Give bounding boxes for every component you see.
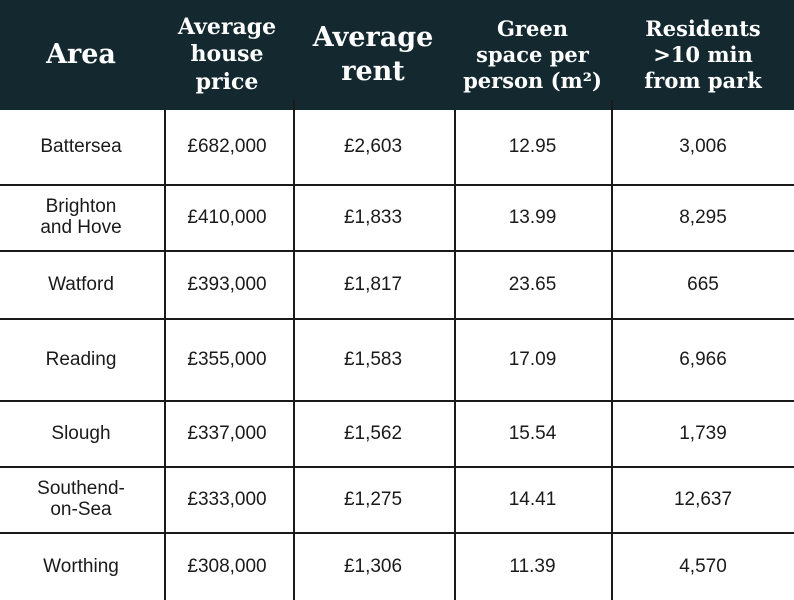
cell-green-space: 17.09	[508, 348, 557, 370]
cell-rent: £1,562	[343, 422, 403, 444]
cell-rent: £1,275	[343, 488, 403, 510]
table-row: Brighton and Hove £410,000 £1,833 13.99 …	[0, 186, 794, 250]
table-row: Worthing £308,000 £1,306 11.39 4,570	[0, 534, 794, 600]
column-divider	[293, 100, 295, 600]
row-divider	[0, 250, 794, 252]
cell-price: £337,000	[187, 422, 267, 444]
cell-green-space: 12.95	[508, 136, 557, 158]
cell-price: £682,000	[187, 136, 267, 158]
cell-rent: £1,817	[343, 273, 403, 295]
cell-rent: £1,583	[343, 348, 403, 370]
column-divider	[454, 110, 456, 600]
cell-price: £333,000	[187, 488, 267, 510]
cell-green-space: 11.39	[509, 555, 556, 577]
header-area: Area	[46, 39, 116, 71]
table-row: Battersea £682,000 £2,603 12.95 3,006	[0, 111, 794, 184]
table-row: Reading £355,000 £1,583 17.09 6,966	[0, 320, 794, 400]
cell-green-space: 13.99	[508, 206, 557, 228]
cell-rent: £1,306	[343, 555, 403, 577]
table-row: Southend- on-Sea £333,000 £1,275 14.41 1…	[0, 468, 794, 532]
cell-residents: 12,637	[673, 488, 733, 510]
cell-residents: 665	[687, 273, 719, 295]
cell-residents: 8,295	[679, 206, 727, 228]
row-divider	[0, 400, 794, 402]
cell-price: £308,000	[187, 555, 267, 577]
table-row: Slough £337,000 £1,562 15.54 1,739	[0, 402, 794, 466]
table-header: Area Average house price Average rent Gr…	[0, 0, 794, 110]
cell-residents: 3,006	[679, 136, 727, 158]
header-average-rent: Average rent	[312, 22, 434, 87]
row-divider	[0, 318, 794, 320]
cell-area: Southend- on-Sea	[37, 478, 125, 520]
header-green-space: Green space per person (m²)	[463, 15, 602, 94]
cell-rent: £1,833	[343, 206, 403, 228]
row-divider	[0, 184, 794, 186]
cell-green-space: 23.65	[508, 273, 557, 295]
cell-price: £393,000	[187, 273, 267, 295]
header-residents-far-from-park: Residents >10 min from park	[644, 15, 762, 94]
cell-area: Brighton and Hove	[40, 196, 122, 238]
cell-price: £355,000	[187, 348, 267, 370]
header-average-house-price: Average house price	[177, 13, 277, 95]
cell-price: £410,000	[187, 206, 267, 228]
cell-area: Battersea	[40, 136, 122, 158]
cell-green-space: 14.41	[508, 488, 557, 510]
cell-area: Worthing	[43, 555, 119, 577]
column-divider	[164, 110, 166, 600]
cell-rent: £2,603	[343, 136, 403, 158]
cell-residents: 4,570	[679, 555, 727, 577]
row-divider	[0, 532, 794, 534]
cell-residents: 6,966	[679, 348, 727, 370]
table-row: Watford £393,000 £1,817 23.65 665	[0, 252, 794, 318]
cell-residents: 1,739	[679, 422, 727, 444]
cell-green-space: 15.54	[508, 422, 557, 444]
column-divider	[611, 100, 613, 600]
cell-area: Watford	[48, 273, 114, 295]
cell-area: Reading	[45, 348, 117, 370]
row-divider	[0, 466, 794, 468]
cell-area: Slough	[51, 422, 111, 444]
